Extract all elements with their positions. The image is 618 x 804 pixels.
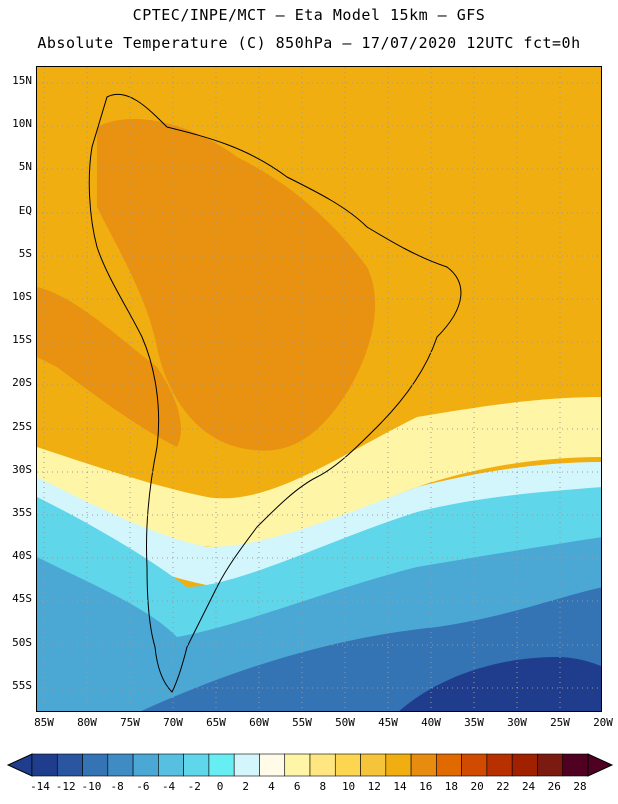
lon-label: 35W [464,716,484,729]
colorbar-swatch [259,753,286,777]
colorbar-swatch [158,753,184,777]
colorbar-swatch [436,753,462,777]
lon-label: 65W [206,716,226,729]
colorbar-swatch [107,753,134,777]
colorbar-swatch [132,753,159,777]
temperature-map [36,66,602,712]
lon-label: 70W [163,716,183,729]
colorbar-label: 16 [419,780,432,793]
colorbar-label: 2 [242,780,249,793]
lat-label: 25S [12,419,32,433]
lon-label: 50W [335,716,355,729]
lat-label: 30S [12,462,32,476]
colorbar-swatch [31,753,58,777]
colorbar-swatch [461,753,488,777]
colorbar-swatch [360,753,387,777]
colorbar-label: 20 [471,780,484,793]
colorbar-label: 28 [573,780,586,793]
lon-label: 60W [249,716,269,729]
colorbar-svg: -14 -12 -10 -8 -6 -4 -2 0 2 4 6 8 10 12 14 16 18 20 22 24 26… [6,753,614,793]
lat-label: 15N [12,74,32,87]
lat-label: 15S [12,333,32,347]
lon-label: 25W [550,716,570,729]
colorbar-label: -8 [111,780,124,793]
lat-label: 45S [12,592,32,606]
colorbar-swatch [334,753,361,777]
lon-label: 30W [507,716,527,729]
lon-label: 80W [77,716,97,729]
colorbar-swatch [208,753,235,777]
colorbar-label: 6 [294,780,301,793]
lat-label: 5N [18,160,32,174]
colorbar-swatch [385,753,412,777]
colorbar-swatch [309,753,336,777]
lat-label: 10S [12,290,32,303]
south-america-outline [88,93,462,693]
colorbar: -14 -12 -10 -8 -6 -4 -2 0 2 4 6 8 10 12 14 16 18 20 22 24 26… [0,750,618,800]
colorbar-left-arrow [6,753,33,777]
colorbar-label: -10 [81,780,101,793]
map-title-line-1: CPTEC/INPE/MCT – Eta Model 15km – GFS [132,6,486,24]
lat-label: 10N [12,117,32,131]
colorbar-label: 12 [368,780,381,793]
colorbar-swatch [511,753,538,777]
lon-label: 75W [120,716,140,729]
colorbar-swatch [284,753,311,777]
colorbar-label: -12 [56,780,76,793]
lat-label: 35S [12,506,32,519]
field-warm-continent [97,118,376,451]
colorbar-label: 24 [522,780,536,793]
field-warm-pacific [37,287,181,447]
field-band-6 [37,462,601,587]
colorbar-label: 10 [342,780,355,793]
map-title-line-2: Absolute Temperature (C) 850hPa – 17/07/… [37,34,581,52]
colorbar-right-arrow [587,753,614,777]
colorbar-label: 14 [393,780,407,793]
colorbar-label: 22 [496,780,509,793]
temperature-field [37,67,601,711]
lon-label: 45W [378,716,398,729]
colorbar-label: -4 [162,780,176,793]
lat-label: 5S [18,246,32,260]
lat-label: 40S [12,549,32,563]
field-cold-neg14 [399,657,601,711]
lon-label: 20W [593,716,613,729]
colorbar-swatch [56,753,83,777]
colorbar-swatch [537,753,564,777]
colorbar-swatch [233,753,260,777]
colorbar-label: -6 [136,780,149,793]
colorbar-label: 4 [268,780,275,793]
lat-label: 50S [12,635,32,649]
lat-label: EQ [18,203,32,217]
colorbar-label: 0 [217,780,224,793]
colorbar-swatch [562,753,589,777]
lon-label: 55W [292,716,312,729]
colorbar-label: 8 [320,780,327,793]
lon-label: 40W [421,716,441,729]
lat-label: 55S [12,678,32,692]
colorbar-swatch [410,753,437,777]
lat-label: 20S [12,376,32,390]
field-band-14 [37,397,601,547]
colorbar-swatch [183,753,210,777]
colorbar-label: 18 [445,780,458,793]
colorbar-label: -2 [188,780,201,793]
colorbar-swatch [486,753,513,777]
colorbar-label: -14 [30,780,50,793]
colorbar-label: 26 [548,780,561,793]
lon-label: 85W [34,716,54,729]
colorbar-swatch [82,753,109,777]
